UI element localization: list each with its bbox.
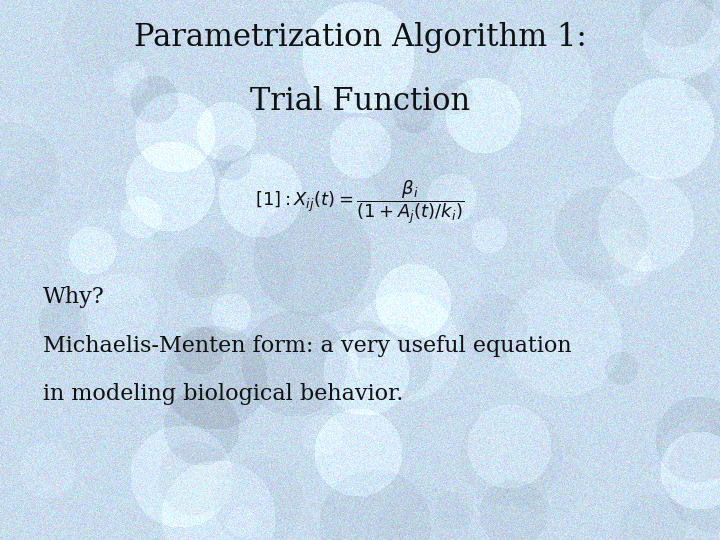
Text: Trial Function: Trial Function — [250, 86, 470, 117]
Text: Parametrization Algorithm 1:: Parametrization Algorithm 1: — [134, 22, 586, 52]
Text: in modeling biological behavior.: in modeling biological behavior. — [43, 383, 404, 406]
Text: Why?: Why? — [43, 286, 105, 308]
Text: Michaelis-Menten form: a very useful equation: Michaelis-Menten form: a very useful equ… — [43, 335, 572, 357]
Text: $[1]: X_{ij}(t) = \dfrac{\beta_i}{(1 + A_j(t) / k_i)}$: $[1]: X_{ij}(t) = \dfrac{\beta_i}{(1 + A… — [256, 178, 464, 226]
